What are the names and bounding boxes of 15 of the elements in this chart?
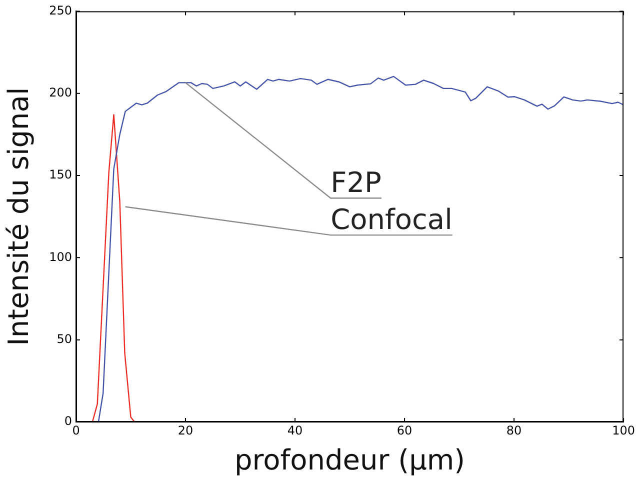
y-axis-title: Intensité du signal	[2, 87, 36, 346]
x-tick-label: 80	[506, 423, 522, 438]
y-tick-label: 100	[49, 250, 72, 264]
annotation: F2P	[330, 166, 382, 200]
x-tick-label: 20	[178, 423, 194, 438]
y-tick-label: 250	[49, 3, 72, 18]
x-tick-label: 60	[396, 423, 412, 438]
x-tick-label: 40	[287, 423, 303, 438]
y-tick-label: 50	[56, 332, 72, 346]
x-tick-label: 100	[612, 423, 635, 438]
y-tick-label: 0	[64, 414, 72, 428]
annotation: Confocal	[330, 203, 452, 236]
x-axis-title: profondeur (µm)	[234, 443, 466, 476]
y-tick-label: 150	[49, 168, 72, 182]
y-tick-label: 200	[49, 85, 72, 100]
